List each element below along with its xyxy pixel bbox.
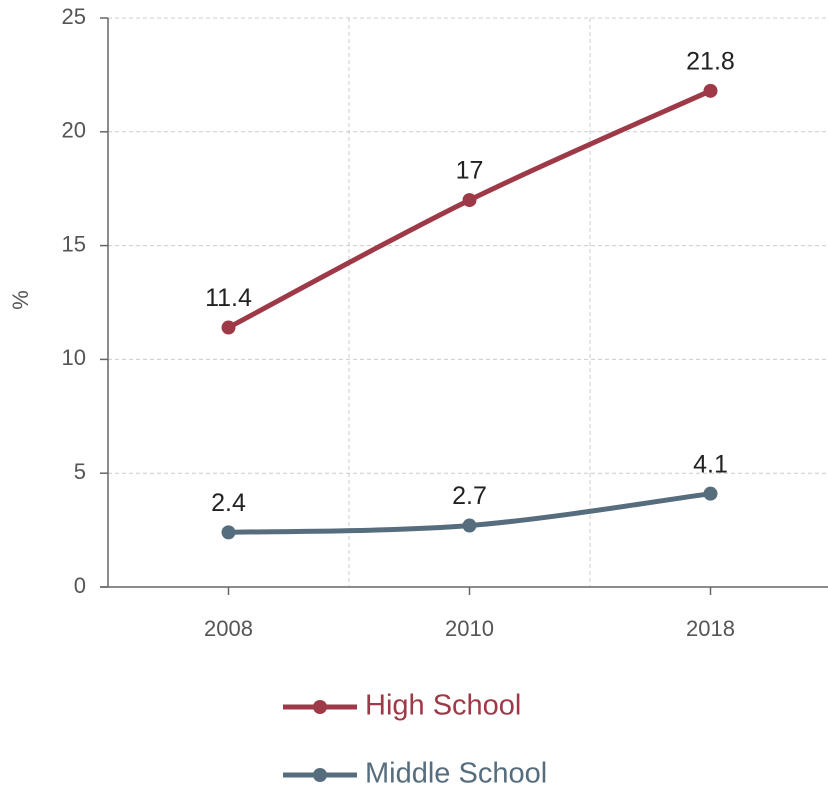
data-point bbox=[703, 83, 718, 98]
y-tick-label: 15 bbox=[62, 231, 86, 256]
data-label: 2.4 bbox=[211, 489, 246, 517]
data-label: 2.7 bbox=[452, 482, 487, 510]
data-label: 11.4 bbox=[205, 284, 252, 312]
y-axis-label: % bbox=[8, 290, 33, 310]
legend-label: High School bbox=[365, 690, 521, 722]
data-label: 21.8 bbox=[686, 47, 735, 75]
legend-label: Middle School bbox=[365, 758, 547, 789]
data-point bbox=[462, 518, 477, 533]
data-point bbox=[221, 525, 236, 540]
data-label: 17 bbox=[456, 157, 484, 185]
legend-dot bbox=[313, 700, 327, 714]
y-tick-label: 20 bbox=[62, 118, 86, 143]
legend-dot bbox=[313, 768, 327, 782]
data-point bbox=[703, 486, 718, 501]
y-tick-label: 0 bbox=[74, 573, 86, 598]
data-point bbox=[221, 320, 236, 335]
y-tick-label: 10 bbox=[62, 345, 86, 370]
data-point bbox=[462, 193, 477, 208]
y-tick-label: 5 bbox=[74, 459, 86, 484]
data-label: 4.1 bbox=[693, 450, 728, 478]
series-line bbox=[227, 88, 712, 330]
x-tick-label: 2010 bbox=[445, 616, 494, 641]
y-tick-label: 25 bbox=[62, 4, 86, 29]
x-tick-label: 2018 bbox=[686, 616, 735, 641]
x-tick-label: 2008 bbox=[204, 616, 253, 641]
